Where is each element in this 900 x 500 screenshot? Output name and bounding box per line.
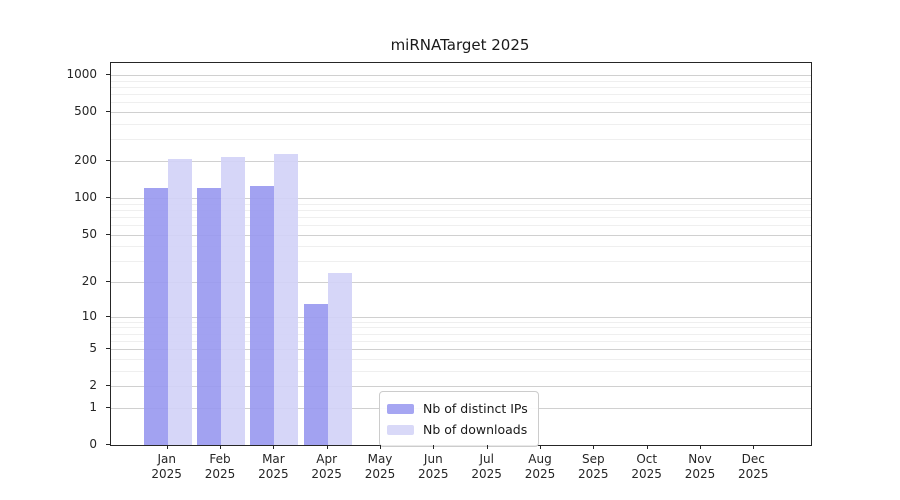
plot-area: Nb of distinct IPs Nb of downloads	[110, 62, 812, 447]
y-gridline-minor	[111, 358, 811, 360]
x-tick-mark	[380, 445, 381, 449]
y-gridline-major	[111, 161, 811, 162]
x-tick-label: Oct 2025	[631, 452, 662, 481]
y-tick-label: 2	[89, 378, 97, 393]
y-tick-mark	[106, 111, 110, 113]
bar-distinct-ips-apr-2025	[303, 303, 328, 445]
y-gridline-minor	[111, 246, 811, 248]
x-tick-mark	[326, 445, 328, 449]
y-tick-label: 100	[74, 189, 97, 204]
x-tick-label: Sep 2025	[578, 452, 609, 481]
x-tick-mark	[433, 445, 435, 449]
y-gridline-minor	[111, 340, 811, 342]
x-tick-label: May 2025	[364, 452, 396, 481]
x-tick-mark	[166, 445, 168, 449]
x-tick-mark	[700, 445, 701, 449]
x-tick-label: Feb 2025	[204, 452, 236, 481]
x-tick-label: Mar 2025	[258, 452, 289, 481]
y-gridline-major	[111, 197, 811, 199]
y-gridline-minor	[111, 87, 811, 88]
y-gridline-minor	[111, 224, 811, 226]
chart-title: miRNATarget 2025	[390, 36, 530, 54]
legend-item-distinct-ips: Nb of distinct IPs	[387, 398, 528, 419]
y-tick-mark	[106, 233, 110, 235]
y-gridline-major	[111, 386, 811, 388]
y-tick-mark	[106, 406, 110, 408]
y-tick-label: 50	[81, 226, 97, 241]
bar-distinct-ips-jan-2025	[143, 188, 168, 445]
y-gridline-major	[111, 349, 811, 351]
y-gridline-major	[111, 112, 811, 114]
y-tick-mark	[106, 348, 110, 350]
y-gridline-minor	[111, 94, 811, 96]
bar-downloads-jan-2025	[167, 159, 192, 445]
y-gridline-minor	[111, 209, 811, 211]
y-gridline-major	[111, 316, 811, 318]
y-gridline-major	[111, 234, 811, 236]
y-gridline-minor	[111, 216, 811, 218]
legend-label-distinct-ips: Nb of distinct IPs	[423, 401, 528, 416]
y-tick-mark	[106, 196, 110, 198]
y-gridline-minor	[111, 80, 811, 82]
y-gridline-minor	[111, 102, 811, 104]
y-tick-label: 500	[74, 104, 97, 119]
x-tick-label: Jan 2025	[151, 452, 182, 481]
y-tick-label: 1	[89, 399, 97, 414]
x-tick-label: Aug 2025	[524, 452, 556, 481]
y-tick-label: 200	[74, 153, 97, 167]
y-tick-mark	[106, 315, 110, 317]
y-tick-label: 0	[89, 437, 97, 451]
y-gridline-major	[111, 282, 811, 283]
y-tick-mark	[106, 160, 110, 161]
x-tick-mark	[220, 445, 221, 449]
bar-distinct-ips-mar-2025	[250, 186, 275, 445]
y-tick-mark	[106, 385, 110, 387]
y-tick-label: 20	[81, 274, 97, 288]
y-gridline-minor	[111, 321, 811, 323]
bar-downloads-feb-2025	[221, 156, 245, 445]
x-tick-label: Nov 2025	[684, 452, 716, 481]
legend-swatch-downloads-icon	[387, 424, 414, 435]
bar-downloads-mar-2025	[274, 154, 299, 445]
legend: Nb of distinct IPs Nb of downloads	[379, 391, 539, 447]
x-tick-label: Jul 2025	[471, 452, 502, 481]
y-gridline-minor	[111, 333, 811, 335]
y-tick-mark	[106, 444, 110, 445]
bar-downloads-apr-2025	[327, 272, 352, 445]
y-gridline-minor	[111, 124, 811, 125]
legend-label-downloads: Nb of downloads	[423, 422, 528, 437]
bar-distinct-ips-feb-2025	[197, 187, 221, 445]
y-tick-label: 5	[89, 341, 97, 356]
y-gridline-minor	[111, 327, 811, 329]
y-tick-label: 1000	[66, 67, 97, 81]
y-gridline-minor	[111, 139, 811, 141]
x-tick-mark	[753, 445, 755, 449]
y-gridline-minor	[111, 203, 811, 205]
x-tick-label: Apr 2025	[311, 452, 342, 481]
x-tick-mark	[273, 445, 275, 449]
x-tick-label: Dec 2025	[738, 452, 769, 481]
x-tick-mark	[593, 445, 595, 449]
y-gridline-minor	[111, 370, 811, 372]
x-tick-mark	[540, 445, 541, 449]
y-tick-mark	[106, 74, 110, 75]
legend-swatch-distinct-ips-icon	[387, 403, 414, 414]
y-gridline-major	[111, 75, 811, 76]
x-tick-mark	[486, 445, 488, 449]
x-tick-label: Jun 2025	[418, 452, 449, 481]
y-gridline-minor	[111, 261, 811, 263]
x-tick-mark	[646, 445, 648, 449]
y-tick-mark	[106, 281, 110, 282]
y-tick-label: 10	[81, 308, 97, 323]
legend-item-downloads: Nb of downloads	[387, 419, 528, 440]
